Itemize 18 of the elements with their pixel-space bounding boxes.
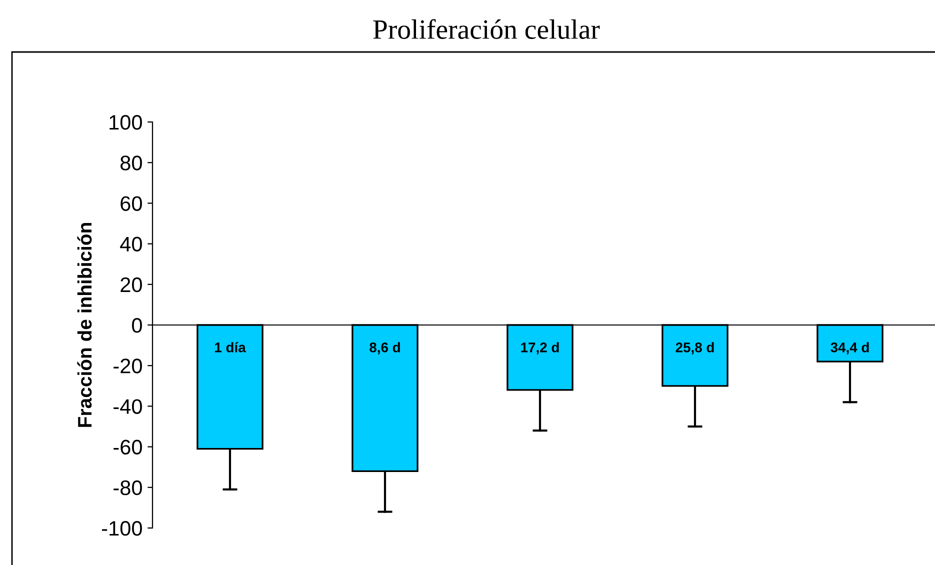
y-tick-label: 40 <box>120 236 142 252</box>
y-tick-label: -20 <box>114 358 142 374</box>
y-tick-label: -40 <box>114 399 142 414</box>
y-tick-label: 0 <box>132 318 142 333</box>
y-tick-label: 80 <box>120 156 142 170</box>
y-tick-label: 20 <box>120 277 142 292</box>
y-axis-title: Fracción de inhibición <box>77 223 92 427</box>
y-tick-label: -80 <box>114 480 142 496</box>
chart-title: Proliferación celular <box>373 19 600 39</box>
x-tick-label: 17,2 d <box>521 342 559 354</box>
y-tick-label: 100 <box>110 115 142 130</box>
y-tick-label: 60 <box>120 196 142 211</box>
x-tick-label: 8,6 d <box>370 342 400 354</box>
x-tick-label: 34,4 d <box>830 342 869 354</box>
x-tick-label: 1 día <box>215 342 246 352</box>
y-tick-label: -100 <box>102 521 142 536</box>
x-tick-label: 25,8 d <box>676 342 714 354</box>
y-tick-label: -60 <box>114 440 142 455</box>
